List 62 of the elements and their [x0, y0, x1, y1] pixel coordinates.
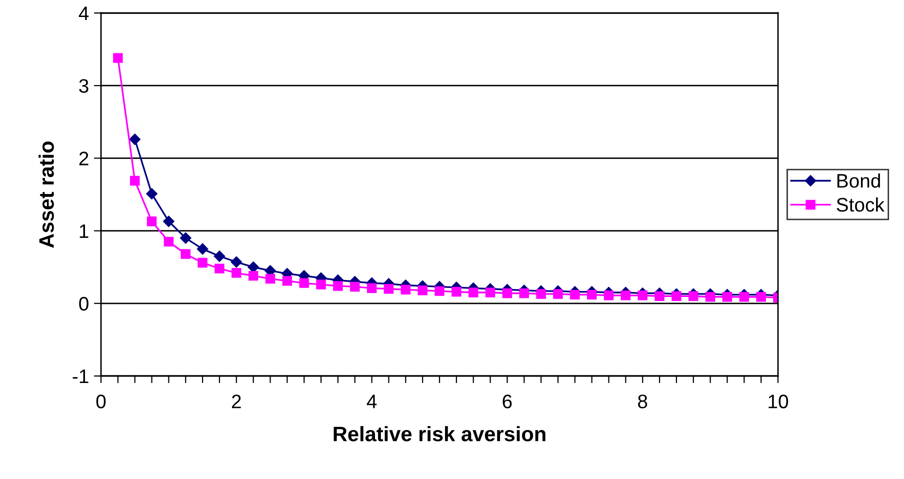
- point: [214, 264, 224, 274]
- x-tick-label: 6: [502, 394, 512, 408]
- point: [129, 134, 140, 145]
- point: [316, 280, 326, 290]
- point: [739, 292, 750, 302]
- legend-label: Bond: [837, 173, 880, 188]
- point: [620, 290, 631, 300]
- point: [196, 243, 208, 255]
- y-tick-label: 3: [79, 79, 88, 93]
- point: [146, 188, 158, 200]
- point: [400, 284, 411, 294]
- point: [654, 291, 664, 301]
- point: [586, 290, 597, 300]
- point: [638, 290, 648, 300]
- point: [180, 232, 192, 244]
- point: [502, 288, 512, 298]
- x-tick-label: 10: [768, 394, 788, 408]
- point: [366, 283, 377, 294]
- point: [688, 291, 698, 301]
- point: [214, 250, 226, 262]
- point: [333, 281, 343, 291]
- point: [164, 236, 174, 247]
- legend-label: Stock: [836, 197, 884, 212]
- point: [570, 290, 580, 300]
- point: [468, 288, 478, 298]
- point: [163, 216, 174, 227]
- y-tick-label: 2: [79, 152, 88, 166]
- point: [282, 276, 292, 286]
- point: [536, 289, 546, 299]
- x-tick-label: 2: [232, 394, 241, 408]
- y-tick-label: -1: [72, 370, 88, 384]
- y-tick-label: 0: [79, 296, 88, 311]
- x-tick-label: 0: [96, 394, 106, 408]
- point: [230, 256, 242, 268]
- point: [248, 270, 258, 281]
- point: [485, 288, 496, 298]
- y-tick-label: 1: [80, 224, 88, 238]
- x-axis-title: Relative risk aversion: [334, 426, 546, 442]
- point: [232, 268, 242, 278]
- x-tick-label: 4: [366, 394, 377, 408]
- point: [384, 284, 394, 294]
- point: [553, 289, 563, 299]
- y-tick-label: 4: [78, 6, 89, 20]
- point: [452, 286, 462, 297]
- point: [434, 286, 444, 296]
- point: [299, 278, 309, 288]
- point: [130, 176, 140, 186]
- point: [604, 290, 614, 300]
- point: [198, 258, 208, 268]
- point: [722, 292, 732, 302]
- point: [519, 288, 529, 298]
- point: [146, 216, 157, 226]
- point: [418, 285, 428, 296]
- point: [350, 282, 360, 292]
- point: [756, 292, 766, 302]
- x-tick-label: 8: [638, 394, 648, 408]
- y-axis-title: Asset ratio: [38, 141, 54, 248]
- point: [265, 274, 276, 284]
- point: [672, 291, 682, 301]
- point: [705, 292, 716, 302]
- point: [113, 53, 123, 63]
- point: [180, 249, 190, 259]
